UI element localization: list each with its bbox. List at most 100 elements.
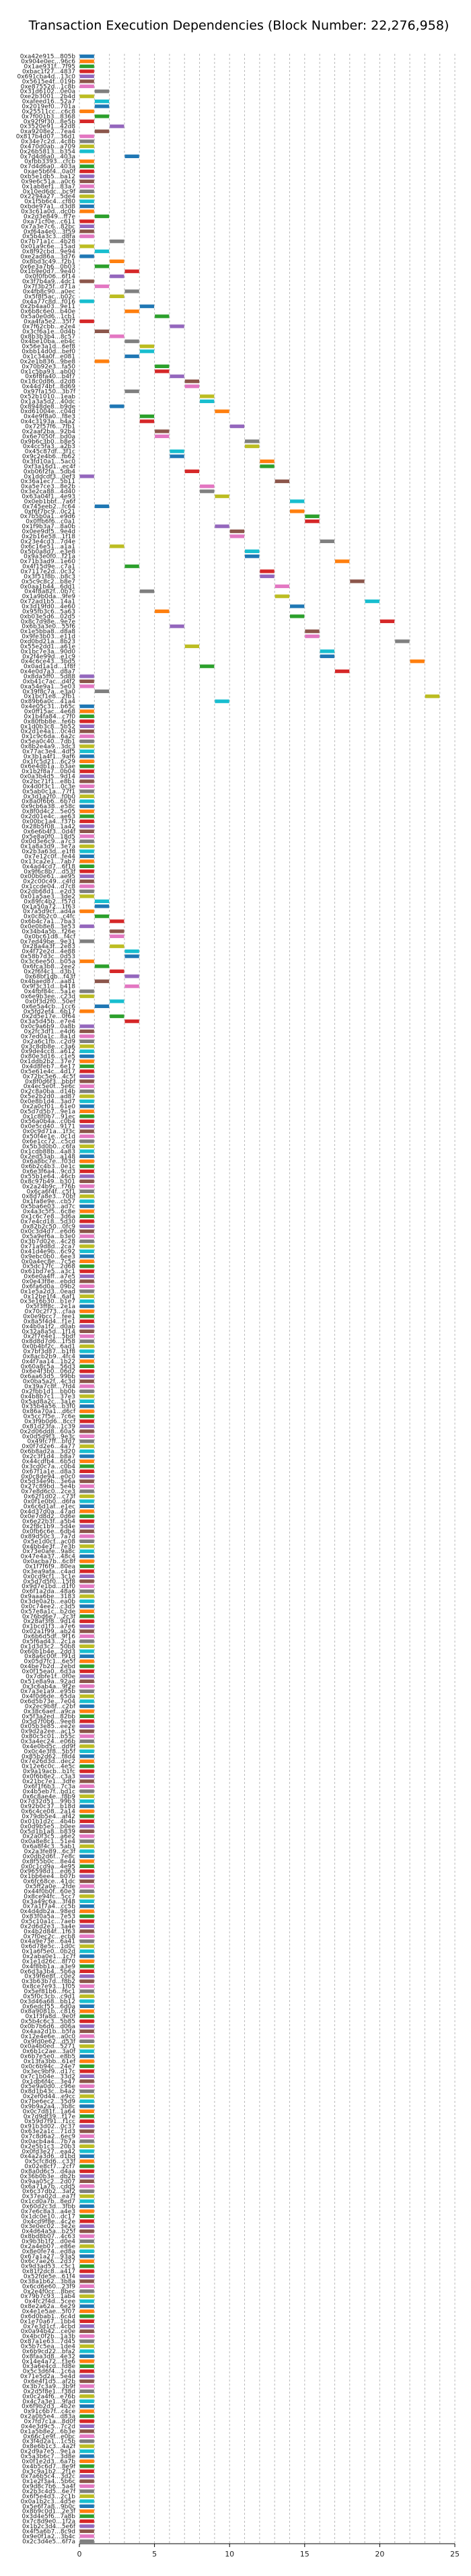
tx-label: 0x1f9b3a7...8a0b — [22, 524, 75, 530]
tx-bar — [79, 799, 94, 803]
tx-label: 0x57e8a1c...b2de — [21, 1608, 76, 1615]
tx-bar — [79, 1894, 94, 1898]
tx-label: 0x2019ef0...701a — [22, 104, 75, 110]
tx-label: 0x4f0d6de...65da — [22, 1694, 75, 1701]
tx-bar — [305, 514, 320, 518]
tx-bar — [184, 379, 200, 384]
tx-bar — [79, 1039, 94, 1044]
tx-bar — [79, 2079, 94, 2083]
tx-label: 0x1cd0a7b...8ed7 — [21, 2198, 75, 2205]
tx-label: 0x2e5b1c3...20b3 — [20, 2143, 75, 2150]
tx-label: 0x7bf3d87...b1f8 — [24, 1349, 76, 1355]
tx-bar — [79, 2399, 94, 2403]
tx-label: 0x5a0e0d6...1cb1 — [21, 314, 75, 320]
tx-bar — [79, 1439, 94, 1443]
tx-bar — [110, 239, 124, 244]
tx-label: 0x6e1cc72...c5cd — [22, 1139, 75, 1145]
tx-label: 0x41d4e9b...6c92 — [20, 1248, 75, 1255]
tx-label: 0x27c89bd...5e4b — [20, 1484, 75, 1491]
tx-label: 0x2f7e4e1...5bdf — [24, 1334, 76, 1340]
tx-bar — [79, 1164, 94, 1168]
tx-label: 0x2fbb1d1...bb0b — [22, 1388, 75, 1395]
tx-label: 0x2bc71f1...e8b1 — [22, 779, 75, 785]
tx-label: 0x7e6c8a3...a4e3 — [21, 2209, 75, 2215]
tx-label: 0x2d06dd8...60a5 — [20, 1429, 75, 1435]
tx-bar — [79, 1324, 94, 1328]
tx-bar — [124, 354, 139, 359]
tx-bar — [79, 1549, 94, 1553]
tx-label: 0x8b2e4a9...3dc3 — [21, 744, 75, 750]
tx-label: 0x4a3c5f5...6c8e — [23, 1209, 76, 1215]
tx-bar — [79, 2044, 94, 2048]
tx-bar — [79, 1794, 94, 1798]
tx-bar — [94, 359, 110, 363]
tx-bar — [79, 1824, 94, 1828]
tx-bar — [79, 1419, 94, 1423]
tx-label: 0x5ba6e03...ad7c — [21, 1204, 75, 1211]
tx-label: 0x60b1b4e...2dd3 — [20, 1649, 75, 1655]
tx-label: 0x4d0f3c1...0c3e — [23, 783, 76, 790]
tx-bar — [79, 1029, 94, 1034]
tx-label: 0x9b9a2a4...3b8c — [21, 2104, 75, 2110]
tx-label: 0x1ddb2b2...37e7 — [20, 1059, 75, 1065]
tx-bar — [275, 479, 289, 483]
tx-bar — [79, 2124, 94, 2128]
tx-bar — [245, 554, 260, 559]
tx-bar — [79, 909, 94, 913]
tx-bar — [79, 1499, 94, 1503]
tx-bar — [79, 2069, 94, 2073]
tx-label: 0x72f57f6...7fb1 — [25, 424, 75, 431]
tx-label: 0x1bb6ee4...b07b — [20, 1873, 75, 1880]
tx-bar — [245, 549, 260, 553]
tx-label: 0x9d7e1bd...d1f0 — [22, 1583, 75, 1590]
tx-bar — [79, 1934, 94, 1938]
tx-bar — [79, 1489, 94, 1493]
tx-label: 0x1a8a3d9...3e7a — [20, 844, 75, 851]
tx-bar — [79, 2484, 94, 2489]
tx-label: 0x7f001b3...8368 — [22, 114, 75, 120]
tx-label: 0x49fc7ff...bfd7 — [28, 1439, 75, 1445]
tx-label: 0x3e16b30...b1e7 — [20, 1299, 75, 1305]
tx-label: 0xa71cf0e...c611 — [23, 219, 75, 225]
tx-label: 0x60d2c3d...3fbb — [22, 2203, 76, 2210]
tx-bar — [79, 299, 94, 303]
tx-label: 0x8a5f4d4...f1e1 — [24, 1318, 75, 1325]
tx-label: 0x5dc17fc...2d68 — [23, 1264, 76, 1271]
tx-bar — [124, 974, 139, 978]
tx-label: 0x2b4aa03...9e11 — [20, 303, 75, 310]
tx-label: 0x12e6c0c...4e5c — [22, 1764, 75, 1770]
tx-label: 0x0c6b94c...24e7 — [21, 2063, 75, 2070]
tx-label: 0x9aa05c2...2d07 — [21, 2178, 75, 2185]
tx-label: 0x02e8cf7...2cf7 — [24, 2163, 75, 2170]
tx-label: 0x6e22b3f...a5b4 — [22, 1519, 75, 1526]
tx-label: 0x9c2e4b6...fb62 — [22, 454, 75, 460]
tx-bar — [79, 1994, 94, 1999]
tx-bar — [79, 2409, 94, 2413]
tx-bar — [79, 1984, 94, 1989]
tx-label: 0x70b92e3...fa50 — [22, 363, 75, 370]
tx-bar — [79, 1789, 94, 1793]
tx-bar — [260, 459, 275, 464]
tx-bar — [79, 1399, 94, 1403]
tx-bar — [79, 824, 94, 828]
tx-label: 0x6e4db1a...b3ae — [20, 764, 75, 771]
tx-bar — [79, 849, 94, 853]
tx-label: 0x18c0d86...d2d8 — [20, 379, 75, 386]
tx-bar — [94, 904, 110, 908]
tx-bar — [110, 294, 124, 299]
tx-bar — [79, 1949, 94, 1954]
tx-label: 0x72ad1b5...14a1 — [20, 599, 75, 606]
tx-label: 0x05d7fc1...6e5f — [24, 1659, 75, 1666]
tx-bar — [79, 1674, 94, 1678]
tx-label: 0x1f5b6c4...cf80 — [24, 199, 75, 205]
tx-bar — [79, 1134, 94, 1139]
tx-bar — [79, 844, 94, 849]
tx-bar — [79, 1084, 94, 1088]
tx-label: 0x70c2f73...cfaa — [24, 1309, 75, 1316]
tx-label: 0x0ff15ac...4e68 — [24, 709, 75, 715]
tx-bar — [110, 404, 124, 408]
tx-bar — [79, 2049, 94, 2053]
tx-label: 0x4b0a1f2...d0ab — [22, 1324, 75, 1330]
tx-bar — [155, 364, 170, 369]
tx-bar — [79, 1999, 94, 2003]
